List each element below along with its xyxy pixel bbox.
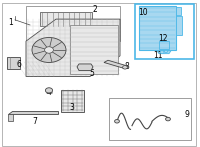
- FancyBboxPatch shape: [26, 6, 120, 41]
- Text: 1: 1: [9, 18, 13, 27]
- FancyBboxPatch shape: [109, 98, 191, 140]
- FancyBboxPatch shape: [61, 90, 84, 112]
- FancyBboxPatch shape: [139, 6, 176, 50]
- Polygon shape: [8, 111, 58, 114]
- FancyBboxPatch shape: [2, 3, 196, 146]
- FancyBboxPatch shape: [159, 41, 169, 49]
- Text: 4: 4: [47, 88, 51, 97]
- Text: 9: 9: [185, 110, 189, 119]
- FancyBboxPatch shape: [8, 114, 13, 121]
- Circle shape: [160, 51, 164, 54]
- Circle shape: [123, 66, 127, 69]
- Text: 12: 12: [158, 34, 168, 43]
- Polygon shape: [157, 51, 171, 54]
- FancyBboxPatch shape: [7, 57, 20, 69]
- Circle shape: [32, 37, 66, 62]
- Text: 7: 7: [33, 117, 37, 126]
- Circle shape: [45, 47, 53, 53]
- FancyBboxPatch shape: [40, 12, 92, 26]
- Polygon shape: [77, 64, 93, 71]
- Circle shape: [166, 117, 170, 121]
- Circle shape: [164, 50, 168, 53]
- Polygon shape: [26, 19, 120, 76]
- FancyBboxPatch shape: [76, 27, 89, 34]
- FancyBboxPatch shape: [176, 16, 182, 35]
- Text: 8: 8: [125, 62, 129, 71]
- FancyBboxPatch shape: [70, 25, 118, 74]
- Text: 3: 3: [70, 103, 74, 112]
- Text: 11: 11: [153, 51, 163, 60]
- Text: 6: 6: [17, 60, 21, 69]
- Polygon shape: [104, 60, 128, 68]
- FancyBboxPatch shape: [176, 7, 181, 15]
- Text: 5: 5: [90, 69, 94, 78]
- Text: 10: 10: [138, 8, 148, 17]
- Text: 2: 2: [93, 5, 97, 14]
- FancyBboxPatch shape: [135, 4, 194, 59]
- Circle shape: [115, 120, 119, 123]
- Circle shape: [45, 88, 53, 93]
